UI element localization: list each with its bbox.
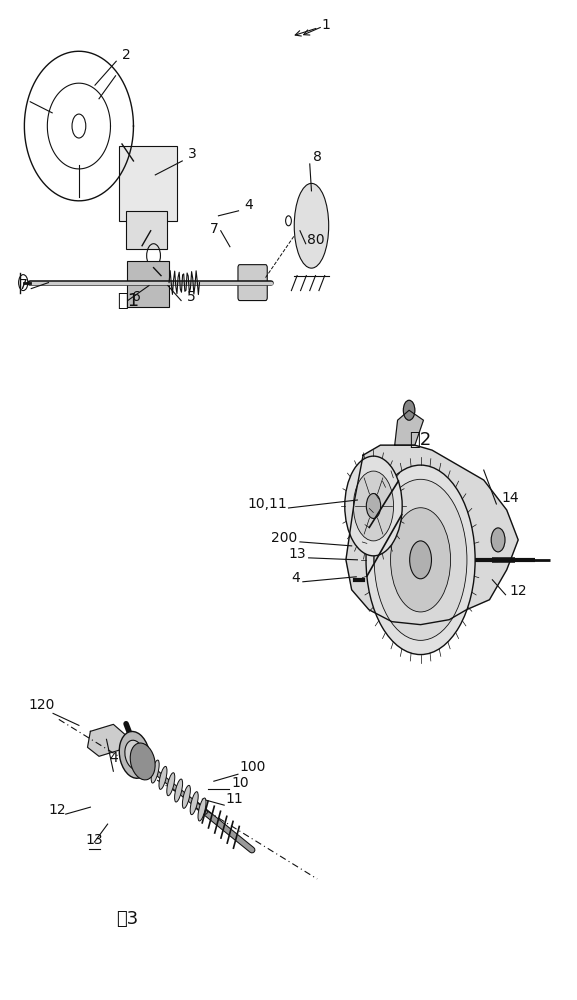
Circle shape — [491, 528, 505, 552]
Ellipse shape — [136, 747, 144, 770]
Ellipse shape — [125, 740, 144, 770]
Text: 13: 13 — [288, 547, 306, 561]
FancyBboxPatch shape — [238, 265, 267, 301]
Polygon shape — [346, 445, 518, 625]
Text: 13: 13 — [85, 833, 103, 847]
Text: 4: 4 — [109, 751, 118, 765]
Ellipse shape — [294, 183, 329, 268]
Circle shape — [345, 456, 402, 556]
Text: 120: 120 — [28, 698, 55, 712]
Ellipse shape — [130, 743, 155, 780]
Text: 图2: 图2 — [410, 431, 432, 449]
Polygon shape — [395, 410, 424, 445]
Text: 12: 12 — [509, 584, 527, 598]
Circle shape — [403, 400, 415, 420]
Ellipse shape — [198, 798, 206, 821]
Text: 10,11: 10,11 — [247, 497, 287, 511]
Text: 3: 3 — [188, 147, 197, 161]
Text: 5: 5 — [186, 290, 195, 304]
Circle shape — [374, 479, 467, 640]
Text: 2: 2 — [122, 48, 131, 62]
Text: 80: 80 — [307, 233, 324, 247]
Circle shape — [366, 494, 381, 518]
Ellipse shape — [175, 779, 182, 802]
Text: 14: 14 — [501, 491, 519, 505]
Circle shape — [353, 471, 394, 541]
Text: 1: 1 — [295, 18, 330, 36]
Text: 7: 7 — [209, 222, 218, 236]
Text: 12: 12 — [49, 803, 66, 817]
Ellipse shape — [151, 760, 159, 783]
Text: 200: 200 — [271, 531, 297, 545]
Text: 7: 7 — [19, 278, 28, 292]
Circle shape — [391, 508, 451, 612]
Ellipse shape — [190, 792, 198, 815]
Text: 图1: 图1 — [117, 292, 139, 310]
Ellipse shape — [143, 754, 151, 777]
Text: 6: 6 — [132, 290, 141, 304]
Circle shape — [366, 465, 475, 655]
FancyBboxPatch shape — [126, 261, 169, 307]
FancyBboxPatch shape — [126, 211, 167, 249]
Circle shape — [410, 541, 432, 579]
Ellipse shape — [167, 773, 175, 796]
FancyBboxPatch shape — [119, 146, 177, 221]
Ellipse shape — [182, 785, 190, 808]
Text: 图3: 图3 — [117, 910, 139, 928]
Text: 4: 4 — [291, 571, 300, 585]
Text: 4: 4 — [244, 198, 253, 212]
Polygon shape — [88, 724, 125, 756]
Text: 8: 8 — [313, 150, 321, 164]
Ellipse shape — [159, 766, 167, 789]
Text: 11: 11 — [226, 792, 243, 806]
Text: 100: 100 — [239, 760, 266, 774]
Text: 10: 10 — [231, 776, 249, 790]
Ellipse shape — [119, 731, 150, 778]
